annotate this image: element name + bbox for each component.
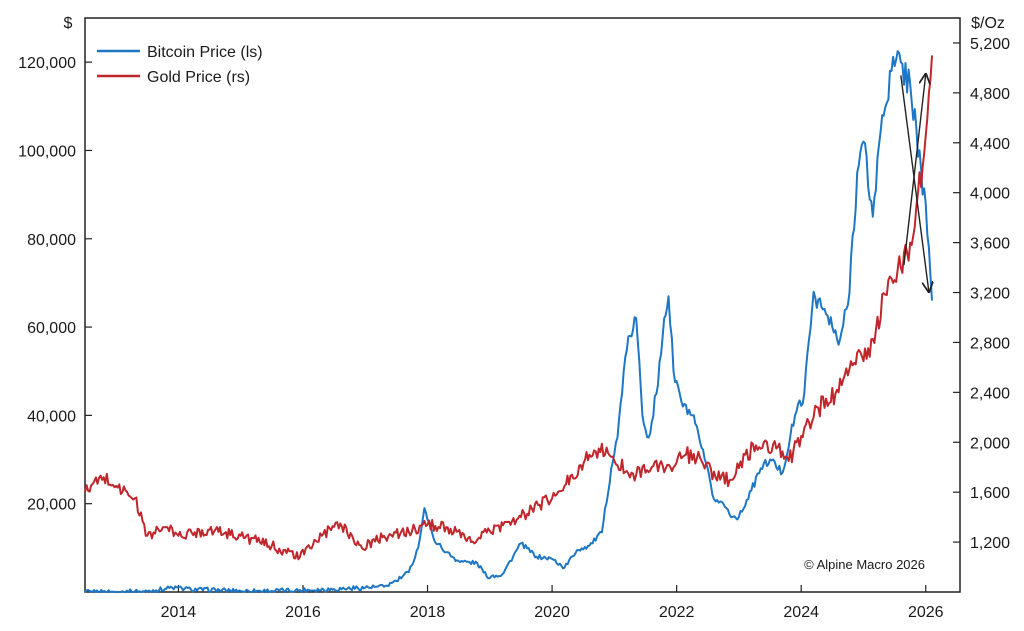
legend-label-bitcoin: Bitcoin Price (ls) — [147, 44, 263, 61]
plot-frame — [84, 17, 961, 593]
right-axis: 1,200 1,600 2,000 2,400 2,800 3,200 3,600 4,000… — [953, 36, 1010, 552]
right-tick-label: 4,400 — [970, 136, 1010, 153]
right-tick-label: 1,200 — [970, 535, 1010, 552]
right-tick-label: 3,200 — [970, 286, 1010, 303]
right-tick-label: 5,200 — [970, 36, 1010, 53]
left-axis-unit-label: $ — [64, 15, 73, 32]
left-tick-label: 40,000 — [27, 408, 76, 425]
x-tick-label: 2014 — [161, 604, 197, 621]
x-tick-label: 2022 — [659, 604, 695, 621]
left-tick-label: 100,000 — [18, 143, 76, 160]
x-axis: 2014 2016 2018 2020 2022 2024 2026 — [161, 585, 944, 621]
left-tick-label: 20,000 — [27, 497, 76, 514]
annotation-arrow-up — [903, 74, 926, 266]
annotation-arrow-down — [900, 75, 929, 291]
right-tick-label: 4,000 — [970, 186, 1010, 203]
right-tick-label: 3,600 — [970, 236, 1010, 253]
series-layer — [84, 50, 933, 593]
bitcoin-price-line — [84, 50, 933, 593]
gold-price-line — [84, 55, 933, 561]
right-tick-label: 2,800 — [970, 335, 1010, 352]
right-axis-unit-label: $/Oz — [971, 15, 1005, 32]
left-tick-label: 60,000 — [27, 320, 76, 337]
right-tick-label: 2,400 — [970, 385, 1010, 402]
x-tick-label: 2024 — [783, 604, 819, 621]
annotation-layer — [900, 74, 929, 292]
x-tick-label: 2020 — [534, 604, 570, 621]
right-tick-label: 2,000 — [970, 435, 1010, 452]
copyright-note: © Alpine Macro 2026 — [804, 557, 925, 572]
left-tick-label: 80,000 — [27, 232, 76, 249]
right-tick-label: 4,800 — [970, 86, 1010, 103]
x-tick-label: 2026 — [908, 604, 944, 621]
legend: Bitcoin Price (ls) Gold Price (rs) — [97, 44, 263, 86]
left-axis: 20,000 40,000 60,000 80,000 100,000 120,000 — [18, 55, 92, 514]
x-tick-label: 2016 — [285, 604, 321, 621]
left-tick-label: 120,000 — [18, 55, 76, 72]
legend-label-gold: Gold Price (rs) — [147, 69, 250, 86]
right-tick-label: 1,600 — [970, 485, 1010, 502]
x-tick-label: 2018 — [410, 604, 446, 621]
